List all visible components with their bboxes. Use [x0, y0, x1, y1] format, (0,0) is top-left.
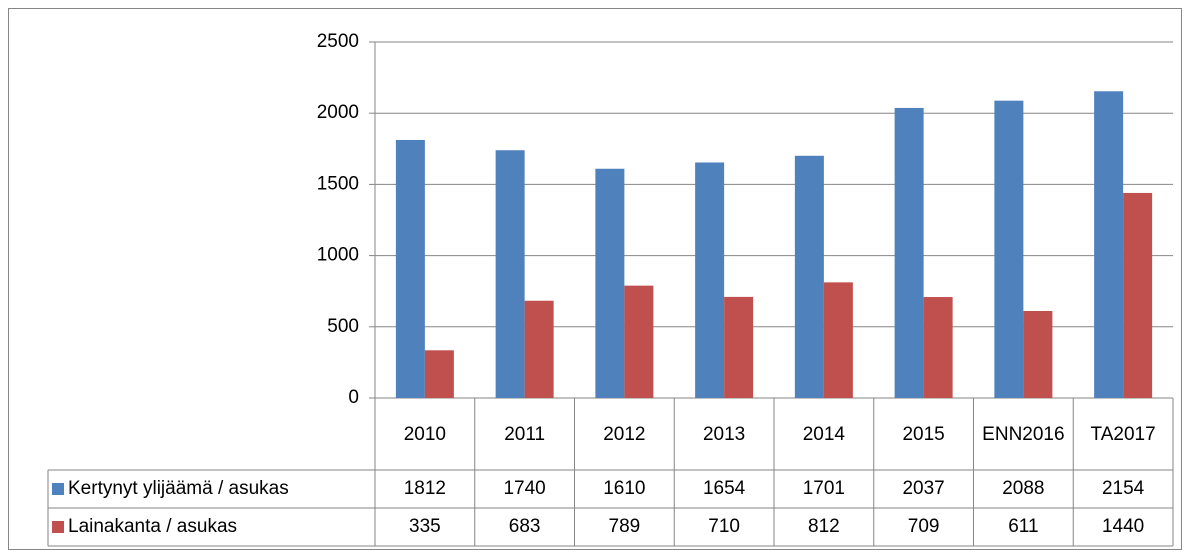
- bar: [524, 300, 554, 398]
- bar: [724, 296, 754, 398]
- table-value: 1610: [603, 478, 645, 499]
- table-value: 812: [808, 516, 840, 537]
- bar: [595, 168, 625, 398]
- table-value: 2088: [1002, 478, 1044, 499]
- table-value: 1654: [703, 478, 746, 499]
- table-value: 1740: [503, 478, 545, 499]
- bar: [823, 282, 853, 398]
- bar: [994, 100, 1024, 399]
- bar: [695, 162, 725, 398]
- legend-label: Lainakanta / asukas: [68, 516, 237, 537]
- chart-border: [8, 8, 1182, 550]
- legend-swatch: [52, 521, 64, 533]
- x-tick-label: 2010: [403, 423, 447, 445]
- y-tick-label: 1500: [317, 173, 359, 194]
- x-tick-label: 2014: [802, 423, 846, 445]
- bar: [923, 297, 953, 398]
- y-tick-label: 0: [348, 387, 359, 408]
- x-tick-label: 2013: [702, 423, 746, 445]
- bar: [624, 285, 654, 398]
- x-tick-label: 2015: [902, 423, 945, 445]
- bar: [424, 350, 454, 398]
- bar: [495, 150, 525, 398]
- y-tick-label: 500: [327, 316, 359, 337]
- bar: [794, 155, 824, 398]
- bar: [395, 139, 425, 399]
- x-tick-label: TA2017: [1090, 423, 1156, 445]
- legend-label: Kertynyt ylijäämä / asukas: [68, 478, 289, 499]
- legend-swatch: [52, 483, 64, 495]
- table-value: 789: [609, 516, 641, 537]
- y-tick-label: 2500: [317, 31, 359, 52]
- table-value: 1812: [404, 478, 446, 499]
- table-value: 1701: [803, 478, 845, 499]
- table-value: 709: [908, 516, 940, 537]
- y-tick-label: 1000: [317, 245, 359, 266]
- x-tick-label: 2012: [603, 423, 646, 445]
- table-value: 611: [1008, 516, 1038, 537]
- x-tick-label: ENN2016: [982, 423, 1065, 445]
- bar: [1094, 91, 1124, 399]
- x-tick-label: 2011: [504, 423, 546, 445]
- bar: [894, 107, 924, 398]
- table-value: 710: [708, 516, 740, 537]
- table-value: 335: [409, 516, 441, 537]
- bar: [1023, 310, 1053, 398]
- bar: [1123, 192, 1153, 398]
- y-tick-label: 2000: [317, 102, 359, 123]
- table-value: 2154: [1102, 478, 1145, 499]
- table-value: 1440: [1102, 516, 1144, 537]
- table-value: 683: [509, 516, 541, 537]
- table-value: 2037: [902, 478, 944, 499]
